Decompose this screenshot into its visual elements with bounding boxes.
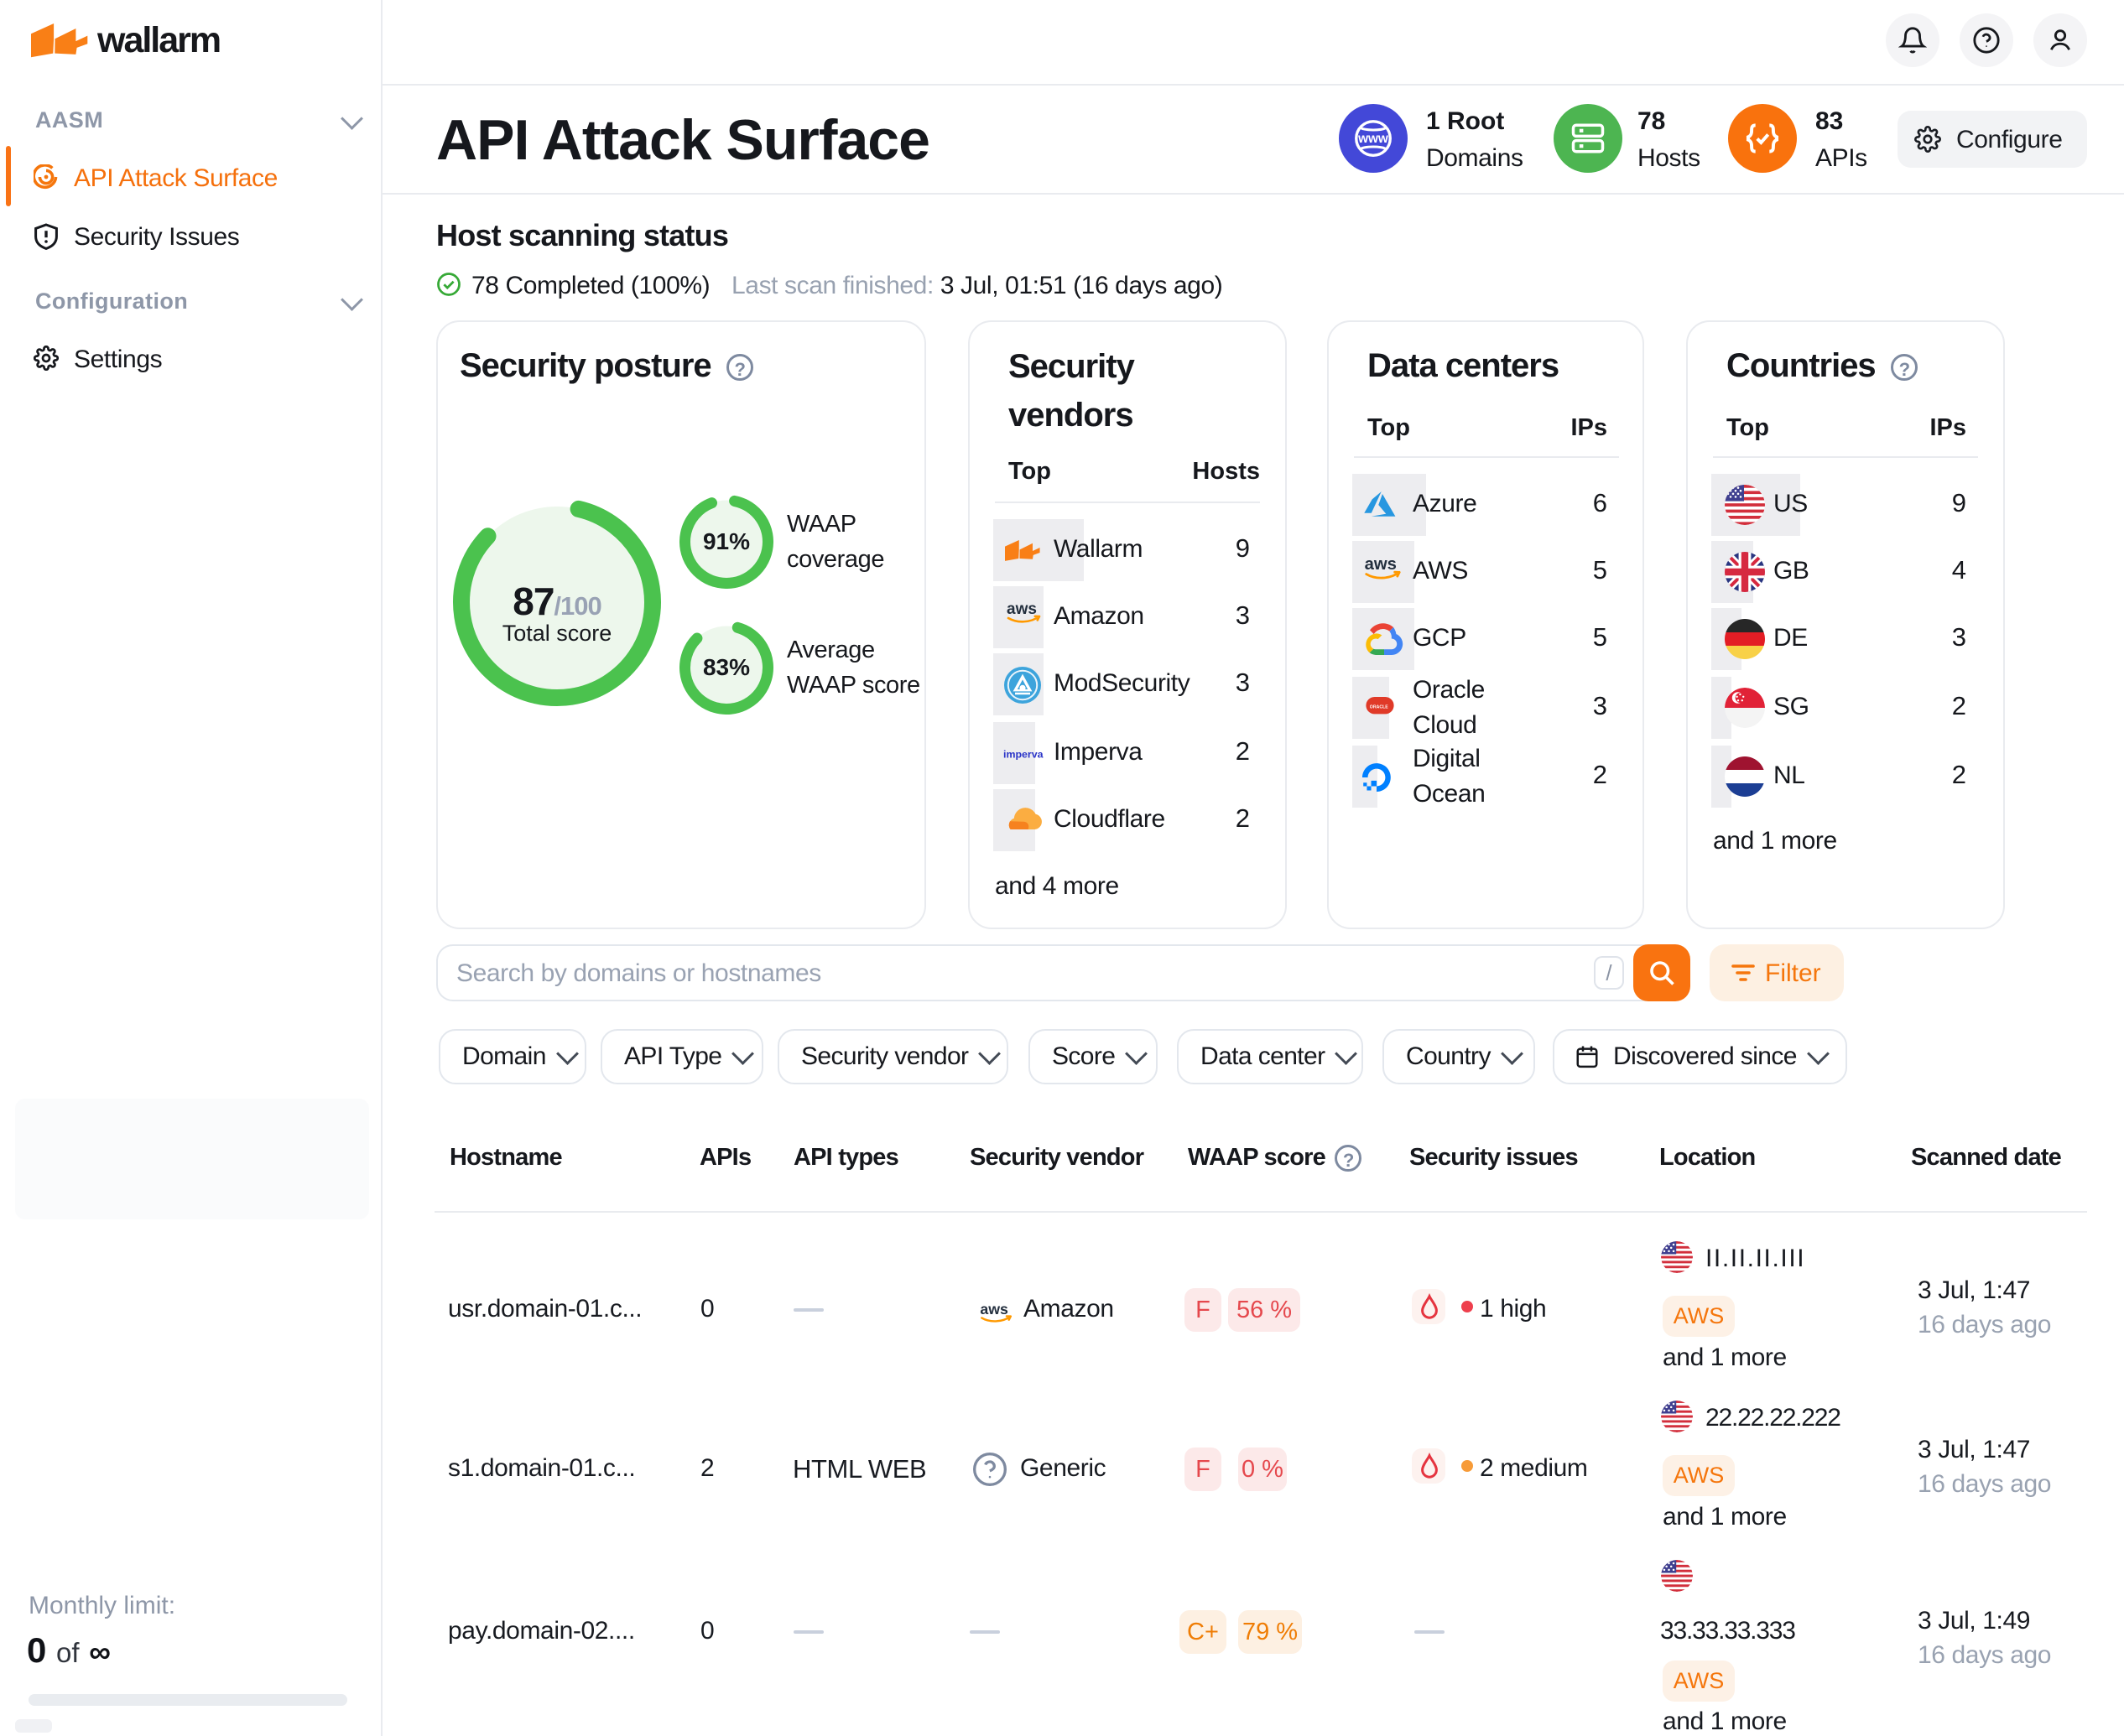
svg-text:aws: aws <box>1365 555 1397 574</box>
svg-text:www: www <box>1357 132 1388 146</box>
svg-text:imperva: imperva <box>1003 749 1044 761</box>
svg-text:aws: aws <box>980 1301 1008 1318</box>
svg-text:aws: aws <box>1007 600 1037 618</box>
svg-text:ORACLE: ORACLE <box>1370 705 1388 710</box>
